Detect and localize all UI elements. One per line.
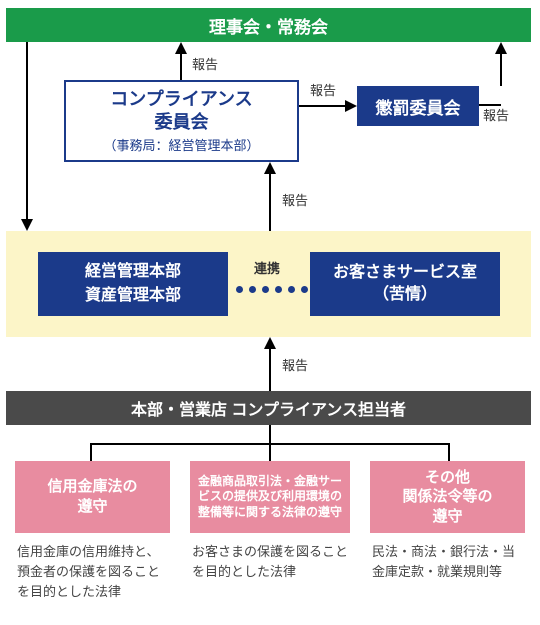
officers-bar: 本部・営業店 コンプライアンス担当者 [6, 391, 531, 425]
label-report-2: 報告 [310, 80, 336, 99]
law2-box: 金融商品取引法・金融サービスの提供及び利用環境の整備等に関する法律の遵守 [190, 461, 350, 533]
compliance-committee-box: コンプライアンス 委員会 （事務局：経営管理本部） [64, 80, 299, 162]
mgmt-line2: 資産管理本部 [85, 284, 181, 308]
tree-drop-1 [90, 443, 92, 461]
customer-box: お客さまサービス室 （苦情） [310, 252, 500, 316]
tree-drop-2 [269, 443, 271, 461]
law1-title: 信用金庫法の 遵守 [47, 477, 137, 518]
law2-title: 金融商品取引法・金融サービスの提供及び利用環境の整備等に関する法律の遵守 [194, 474, 346, 521]
law3-desc: 民法・商法・銀行法・当金庫定款・就業規則等 [370, 536, 525, 582]
disciplinary-box: 懲罰委員会 [357, 86, 479, 126]
label-report-5: 報告 [282, 355, 308, 374]
disciplinary-label: 懲罰委員会 [376, 94, 461, 119]
arrow-committee-to-disciplinary [299, 99, 357, 113]
board-label: 理事会・常務会 [209, 13, 328, 38]
stub-disciplinary-right [479, 104, 501, 106]
label-coop: 連携 [254, 258, 280, 277]
board-bar: 理事会・常務会 [6, 8, 531, 42]
dots-coop [236, 286, 308, 293]
arrow-top-to-yellow-left [20, 42, 34, 231]
law3-box: その他 関係法令等の 遵守 [370, 461, 525, 533]
label-report-3: 報告 [483, 105, 509, 124]
law1-box: 信用金庫法の 遵守 [15, 461, 170, 533]
label-report-1: 報告 [192, 54, 218, 73]
tree-drop-3 [448, 443, 450, 461]
officers-label: 本部・営業店 コンプライアンス担当者 [131, 396, 406, 420]
mgmt-line1: 経営管理本部 [85, 260, 181, 284]
law2-desc: お客さまの保護を図ることを目的とした法律 [190, 536, 350, 582]
committee-title: コンプライアンス 委員会 [110, 88, 252, 133]
arrow-committee-to-top [174, 42, 188, 80]
arrow-officers-to-yellow [263, 337, 277, 391]
tree-stem [269, 425, 271, 445]
arrow-yellow-to-committee [263, 162, 277, 232]
law3-title: その他 関係法令等の 遵守 [402, 468, 492, 527]
law1-desc: 信用金庫の信用維持と、預金者の保護を図ることを目的とした法律 [15, 536, 170, 602]
committee-subtitle: （事務局：経営管理本部） [103, 135, 259, 154]
arrow-disciplinary-to-top [494, 42, 508, 86]
customer-line1: お客さまサービス室 [333, 262, 477, 284]
label-report-4: 報告 [282, 190, 308, 209]
customer-line2: （苦情） [373, 284, 437, 306]
mgmt-box: 経営管理本部 資産管理本部 [38, 252, 228, 316]
